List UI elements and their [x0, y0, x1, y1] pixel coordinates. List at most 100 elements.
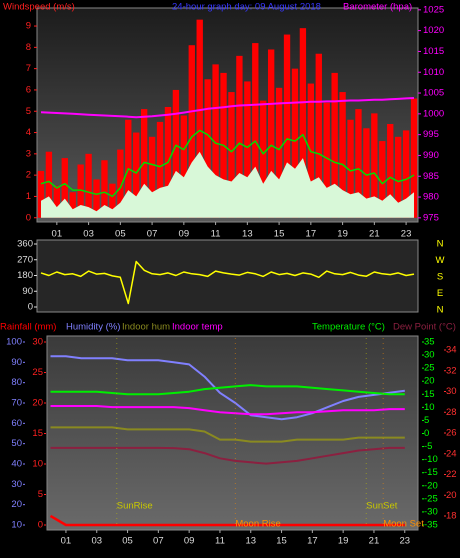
compass-label: S	[437, 272, 443, 283]
series-line	[50, 405, 405, 416]
gust-bar	[117, 149, 124, 218]
y-tick-label: 6	[26, 84, 31, 95]
x-tick-label: 15	[276, 536, 287, 547]
y-tick-label: 2	[26, 170, 31, 181]
axis-tick-label: -35	[424, 520, 438, 531]
x-tick-label: 13	[245, 536, 256, 547]
gust-bar	[252, 43, 259, 218]
gust-bar	[172, 89, 180, 218]
axis-tick-label: 20	[32, 398, 43, 409]
axis-tick-label: 35	[424, 337, 435, 348]
gust-bar	[93, 179, 100, 218]
y-tick-label: 5	[26, 106, 31, 117]
y-tick-label: 0	[26, 212, 31, 223]
event-label: SunSet	[366, 501, 398, 512]
gust-bar	[133, 132, 140, 218]
x-tick-label: 01	[52, 229, 63, 240]
axis-tick-label: 30	[424, 350, 435, 361]
gust-bar	[156, 121, 164, 218]
gust-bar	[394, 136, 402, 218]
axis-tick-label: 25	[32, 367, 43, 378]
gust-bar	[283, 34, 291, 218]
axis-tick-label: 25	[424, 363, 435, 374]
y-tick-label: 9	[26, 21, 31, 32]
axis-tick-label: 20	[11, 499, 22, 510]
gust-bar	[85, 153, 92, 218]
axis-tick-label: -5	[424, 441, 432, 452]
x-tick-label: 11	[215, 536, 225, 547]
series-line	[50, 446, 405, 465]
gust-bar	[45, 151, 53, 218]
gust-bar	[387, 124, 394, 218]
event-label: SunRise	[117, 501, 153, 512]
gust-bar	[53, 185, 61, 218]
axis-tick-label: 32	[446, 365, 457, 376]
gust-bar	[299, 28, 307, 218]
y-tick-label: 0	[28, 302, 33, 313]
y2-tick-label: 1000	[423, 108, 444, 119]
axis-tick-label: 30	[446, 386, 457, 397]
axis-tick-label: 5	[424, 415, 429, 426]
axis-tick-label: 10	[11, 520, 22, 531]
axis-tick-label: 70	[11, 398, 22, 409]
axis-tick-label: 22	[446, 469, 457, 480]
axis-tick-label: 100	[6, 337, 22, 348]
y-tick-label: 7	[26, 63, 31, 74]
x-tick-label: 15	[274, 229, 285, 240]
gust-bar	[291, 68, 299, 218]
y2-tick-label: 980	[423, 192, 439, 203]
y-tick-label: 3	[26, 148, 31, 159]
axis-tick-label: 26	[446, 428, 457, 439]
x-tick-label: 23	[401, 229, 412, 240]
direction-line	[40, 260, 415, 305]
y-tick-label: 8	[26, 42, 31, 53]
axis-tick-label: 30	[32, 337, 43, 348]
axis-tick-label: 28	[446, 407, 457, 418]
axis-tick-label: 60	[11, 418, 22, 429]
direction-plot-area	[36, 239, 419, 313]
wind-axis-title: Windspeed (m/s)	[3, 2, 75, 13]
y2-tick-label: 975	[423, 212, 439, 223]
x-tick-label: 09	[184, 536, 195, 547]
y-tick-label: 1	[26, 191, 31, 202]
axis-tick-label: -15	[424, 467, 438, 478]
x-tick-label: 01	[61, 536, 72, 547]
x-tick-label: 09	[179, 229, 190, 240]
y-tick-label: 90	[22, 286, 33, 297]
gust-bar	[315, 53, 322, 218]
axis-tick-label: 10	[424, 402, 435, 413]
axis-tick-label: 30	[11, 479, 22, 490]
gust-bar	[196, 19, 203, 218]
legend-label: Indoor hum	[122, 322, 170, 333]
axis-tick-label: 50	[11, 438, 22, 449]
compass-label: N	[437, 239, 444, 250]
axis-tick-label: 80	[11, 377, 22, 388]
series-line	[50, 426, 405, 443]
gust-bar	[323, 102, 330, 218]
y2-tick-label: 1005	[423, 88, 444, 99]
barometer-line	[40, 97, 415, 119]
x-tick-label: 19	[337, 229, 348, 240]
x-tick-label: 03	[91, 536, 102, 547]
gust-bar	[212, 64, 219, 218]
gust-bar	[402, 130, 410, 218]
x-tick-label: 13	[242, 229, 253, 240]
y2-tick-label: 995	[423, 129, 439, 140]
gust-bar	[77, 164, 84, 218]
axis-tick-label: 20	[424, 376, 435, 387]
gust-bar	[37, 170, 45, 218]
gust-bar	[188, 45, 195, 218]
axis-tick-label: -20	[424, 480, 438, 491]
y-tick-label: 270	[17, 254, 33, 265]
y-tick-label: 180	[17, 270, 33, 281]
x-tick-label: 05	[115, 229, 126, 240]
gust-bar	[355, 109, 362, 218]
gust-bar	[339, 92, 346, 218]
y2-tick-label: 1020	[423, 25, 444, 36]
x-tick-label: 03	[83, 229, 94, 240]
gust-bar	[275, 87, 283, 218]
gust-bar	[228, 92, 235, 218]
x-tick-label: 21	[369, 229, 380, 240]
compass-label: W	[436, 255, 445, 266]
series-line	[49, 514, 405, 527]
